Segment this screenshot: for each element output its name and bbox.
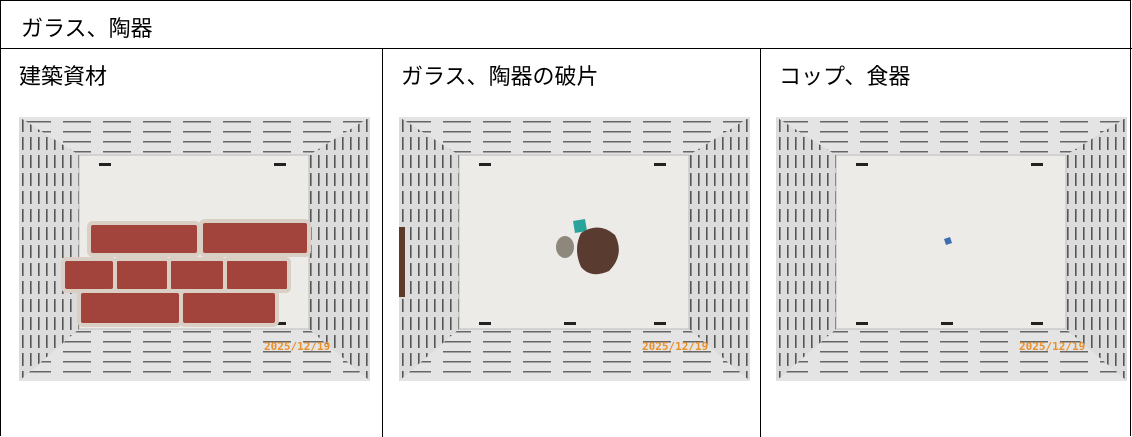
- fragment: [399, 227, 405, 297]
- cell: ガラス、陶器の破片 2025/12/19: [383, 49, 761, 437]
- cell-label: コップ、食器: [779, 65, 911, 90]
- photo: 2025/12/19: [399, 117, 750, 381]
- header-title: ガラス、陶器: [21, 17, 153, 42]
- cell-label: ガラス、陶器の破片: [401, 65, 599, 90]
- photo: 2025/12/19: [19, 117, 370, 381]
- stone: [577, 227, 619, 275]
- cell-label: 建築資材: [19, 65, 108, 90]
- date-stamp: 2025/12/19: [264, 340, 330, 353]
- stone: [556, 236, 574, 258]
- glass-shard: [573, 219, 587, 233]
- cell: コップ、食器 2025/12/19: [761, 49, 1132, 437]
- bricks: [61, 219, 311, 327]
- photo: 2025/12/19: [776, 117, 1127, 381]
- glass-fragment: [944, 237, 952, 245]
- header-row: ガラス、陶器: [1, 1, 1132, 49]
- date-stamp: 2025/12/19: [1019, 340, 1085, 353]
- date-stamp: 2025/12/19: [642, 340, 708, 353]
- cell: 建築資材 2025/12/19: [1, 49, 383, 437]
